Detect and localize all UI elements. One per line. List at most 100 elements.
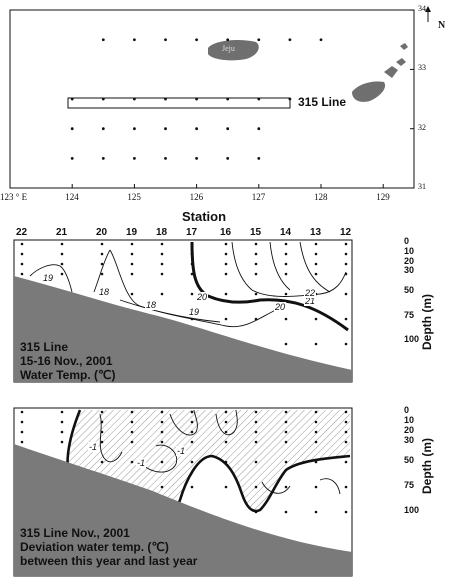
sample-dot <box>100 242 104 246</box>
section-panel-deviation <box>13 407 353 577</box>
sample-dot <box>160 410 164 414</box>
sample-dot <box>254 262 258 266</box>
sample-dot <box>190 460 194 464</box>
sample-dot <box>284 292 288 296</box>
lon-label-1: 124 <box>65 192 79 202</box>
map-station-dot <box>101 97 105 101</box>
sample-dot <box>130 242 134 246</box>
section1-sample-dots <box>20 242 348 346</box>
sample-dot <box>344 485 348 489</box>
sample-dot <box>20 242 24 246</box>
sample-dot <box>314 252 318 256</box>
section1-contour-label-4: 20 <box>196 292 209 302</box>
sample-dot <box>130 460 134 464</box>
section1-depth-axis-label: Depth (m) <box>420 294 434 350</box>
sample-dot <box>254 460 258 464</box>
sample-dot <box>314 510 318 514</box>
depth1-tick-20: 20 <box>404 255 415 266</box>
sample-dot <box>344 510 348 514</box>
sample-dot <box>190 262 194 266</box>
sample-dot <box>224 410 228 414</box>
map-station-dot <box>257 38 261 42</box>
sample-dot <box>130 430 134 434</box>
depth1-tick-0: 0 <box>404 236 410 246</box>
sample-dot <box>254 430 258 434</box>
station-label-17: 17 <box>186 227 198 238</box>
sample-dot <box>284 242 288 246</box>
sample-dot <box>190 292 194 296</box>
sample-dot <box>344 252 348 256</box>
map-station-dot <box>195 127 199 131</box>
map-station-dot <box>101 156 105 160</box>
sample-dot <box>130 440 134 444</box>
section1-contour-label-6: 21 <box>304 296 317 306</box>
section1-contour-label-3: 19 <box>188 307 201 317</box>
sample-dot <box>284 420 288 424</box>
lon-label-0: 123 ° E <box>0 192 28 202</box>
sample-dot <box>344 430 348 434</box>
sample-dot <box>190 272 194 276</box>
sample-dot <box>344 292 348 296</box>
sample-dot <box>190 252 194 256</box>
map-station-dot <box>226 127 230 131</box>
sample-dot <box>314 430 318 434</box>
lat-label-2: 32 <box>418 122 426 132</box>
sample-dot <box>100 430 104 434</box>
sample-dot <box>190 440 194 444</box>
sample-dot <box>344 317 348 321</box>
station-label-12: 12 <box>340 227 352 238</box>
sample-dot <box>314 485 318 489</box>
sample-dot <box>284 440 288 444</box>
map-station-dot <box>226 38 230 42</box>
sample-dot <box>20 252 24 256</box>
sample-dot <box>224 272 228 276</box>
sample-dot <box>284 510 288 514</box>
sample-dot <box>314 342 318 346</box>
section2-contour-label-0: -1 <box>88 442 99 452</box>
sample-dot <box>284 262 288 266</box>
sample-dot <box>344 272 348 276</box>
location-map <box>9 6 431 189</box>
sample-dot <box>190 317 194 321</box>
sample-dot <box>160 420 164 424</box>
sample-dot <box>130 292 134 296</box>
sample-dot <box>344 420 348 424</box>
section2-caption-line3: between this year and last year <box>20 554 198 568</box>
depth2-tick-0: 0 <box>404 405 410 415</box>
depth2-tick-20: 20 <box>404 425 415 435</box>
sample-dot <box>254 420 258 424</box>
section2-contour-label-1: -1 <box>136 458 147 468</box>
lat-label-1: 33 <box>418 63 426 73</box>
sample-dot <box>344 342 348 346</box>
sample-dot <box>60 420 64 424</box>
315-line-label: 315 Line <box>298 95 347 109</box>
depth1-tick-100: 100 <box>404 334 420 344</box>
map-station-dot <box>133 97 136 101</box>
sample-dot <box>314 410 318 414</box>
map-station-dot <box>257 97 261 101</box>
sample-dot <box>314 272 318 276</box>
section1-caption-line1: 315 Line <box>20 340 69 354</box>
sample-dot <box>284 252 288 256</box>
sample-dot <box>20 430 24 434</box>
sample-dot <box>254 440 258 444</box>
north-label: N <box>438 20 446 31</box>
jeju-label: Jeju <box>222 44 235 53</box>
sample-dot <box>100 272 104 276</box>
sample-dot <box>20 440 24 444</box>
sample-dot <box>190 430 194 434</box>
sample-dot <box>160 430 164 434</box>
section2-seabed <box>14 444 352 576</box>
station-label-20: 20 <box>96 227 108 238</box>
sample-dot <box>224 420 228 424</box>
section-panel-temperature <box>13 239 353 383</box>
sample-dot <box>314 262 318 266</box>
lat-label-3: 31 <box>418 182 426 191</box>
section1-caption-line3: Water Temp. (℃) <box>20 368 116 382</box>
sample-dot <box>254 272 258 276</box>
map-station-dot <box>70 156 74 160</box>
section2-depth-axis-label: Depth (m) <box>420 438 434 494</box>
sample-dot <box>160 242 164 246</box>
sample-dot <box>224 430 228 434</box>
